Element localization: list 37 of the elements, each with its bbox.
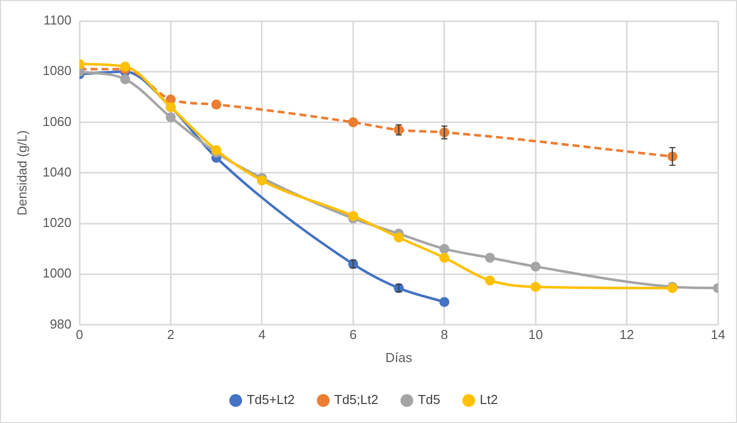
x-tick-label: 10 [528, 327, 543, 342]
point [211, 145, 222, 156]
point [530, 282, 541, 292]
point [484, 252, 495, 263]
x-tick-label: 4 [258, 327, 266, 342]
legend-label: Td5+Lt2 [246, 392, 295, 408]
point [484, 275, 495, 286]
legend-label: Td5 [418, 392, 440, 408]
point [348, 210, 358, 221]
y-axis-title: Densidad (g/L) [14, 130, 30, 216]
point [348, 117, 358, 128]
point [439, 252, 450, 263]
legend-label: Td5;Lt2 [334, 392, 378, 408]
y-tick-label: 1040 [42, 164, 72, 180]
point [120, 74, 130, 84]
point [211, 100, 222, 110]
x-tick-label: 2 [167, 327, 174, 342]
point [256, 175, 267, 186]
point [166, 112, 176, 122]
y-tick-label: 1060 [42, 114, 72, 129]
x-tick-label: 6 [350, 327, 357, 342]
x-tick-label: 14 [710, 327, 726, 342]
point [394, 232, 404, 242]
legend-label: Lt2 [480, 392, 498, 408]
y-tick-label: 980 [50, 316, 72, 332]
y-tick-label: 1080 [42, 63, 72, 78]
x-tick-label: 0 [76, 327, 84, 342]
x-tick-label: 12 [620, 327, 634, 342]
point [120, 62, 130, 72]
point [439, 297, 450, 308]
x-tick-label: 8 [440, 327, 448, 342]
point [439, 244, 450, 254]
y-tick-label: 1000 [42, 266, 72, 281]
x-axis-title: Días [385, 350, 413, 365]
point [530, 262, 541, 272]
y-tick-label: 1100 [44, 12, 72, 28]
y-tick-label: 1020 [42, 215, 72, 230]
